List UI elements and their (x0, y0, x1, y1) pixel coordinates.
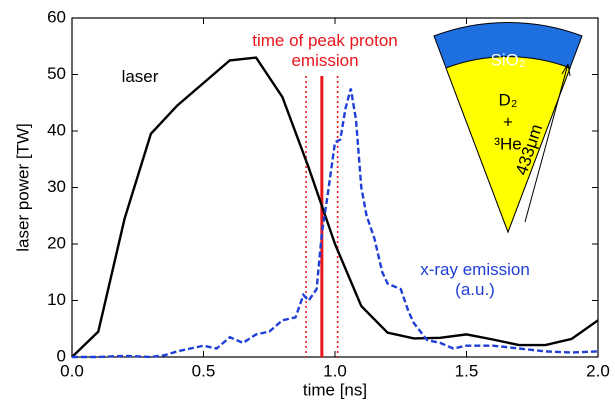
legend-label: x-ray emission (a.u.) (420, 260, 530, 299)
y-tick-label: 30 (47, 177, 66, 196)
y-tick-label: 60 (47, 7, 66, 26)
series-line (71, 56, 599, 358)
y-tick-label: 0 (57, 346, 66, 365)
x-tick-label: 1.5 (455, 361, 479, 380)
inset-label: ³He (494, 134, 521, 153)
y-tick-label: 50 (47, 64, 66, 83)
inset-label: D₂ (499, 90, 518, 109)
x-tick-label: 2.0 (586, 361, 610, 380)
annotation: time of peak proton emission (252, 31, 398, 70)
y-tick-label: 20 (47, 233, 66, 252)
x-tick-label: 0.5 (192, 361, 216, 380)
series-line (72, 88, 599, 359)
inset-label: + (503, 112, 513, 131)
legend-label: laser (122, 67, 159, 86)
x-axis-label: time [ns] (303, 380, 367, 399)
x-tick-label: 0.0 (60, 361, 84, 380)
inset-label: SiO₂ (491, 50, 526, 69)
fuel (445, 56, 571, 234)
arrow-head (561, 63, 571, 77)
x-tick-label: 1.0 (323, 361, 347, 380)
size-arrow (524, 63, 569, 223)
y-axis-label: laser power [TW] (13, 123, 32, 251)
y-tick-label: 10 (47, 290, 66, 309)
y-tick-label: 40 (47, 120, 66, 139)
